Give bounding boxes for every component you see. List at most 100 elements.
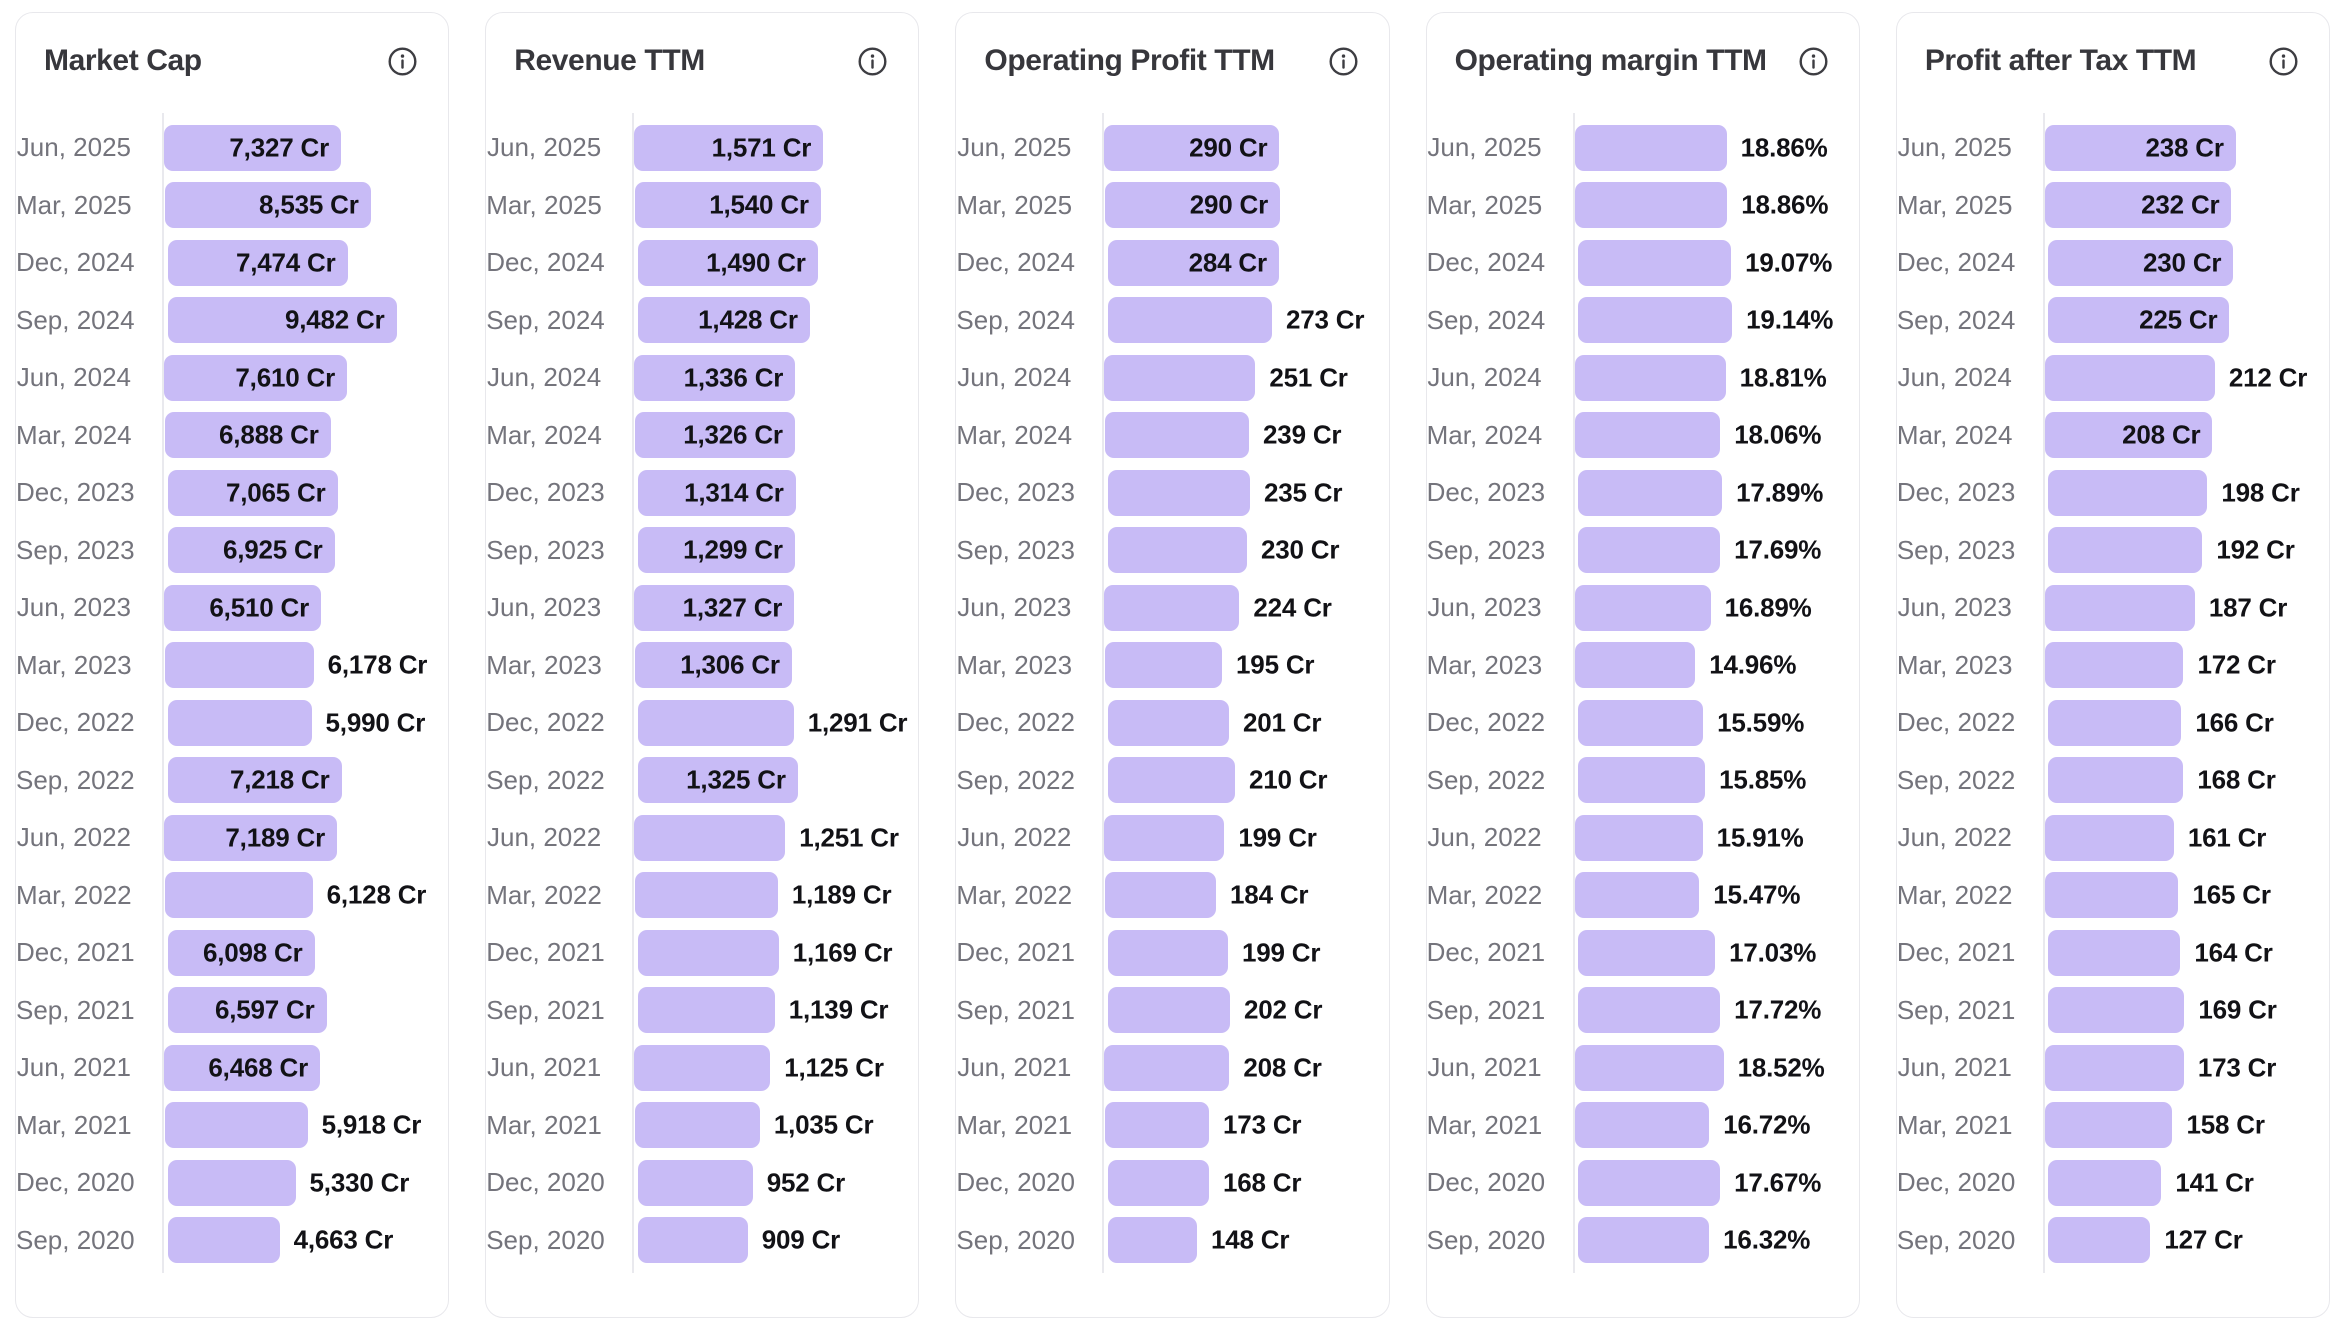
value-bar[interactable] (2048, 987, 2185, 1034)
value-bar[interactable] (164, 412, 331, 459)
value-bar[interactable] (1104, 814, 1225, 861)
value-bar[interactable] (167, 929, 315, 976)
value-bar[interactable] (1107, 527, 1247, 574)
value-bar[interactable] (1575, 182, 1728, 229)
value-bar[interactable] (1107, 469, 1250, 516)
value-bar[interactable] (2044, 124, 2236, 171)
info-icon[interactable] (387, 46, 418, 77)
value-bar[interactable] (1574, 124, 1727, 171)
value-bar[interactable] (1107, 297, 1272, 344)
value-bar[interactable] (2048, 699, 2182, 746)
value-bar[interactable] (637, 1159, 753, 1206)
value-bar[interactable] (2048, 1159, 2162, 1206)
value-bar[interactable] (1578, 239, 1732, 286)
info-icon[interactable] (1798, 46, 1829, 77)
value-bar[interactable] (634, 1102, 760, 1149)
value-bar[interactable] (167, 757, 342, 804)
value-bar[interactable] (637, 699, 794, 746)
value-bar[interactable] (1107, 987, 1230, 1034)
value-bar[interactable] (1107, 929, 1228, 976)
value-bar[interactable] (2048, 527, 2203, 574)
value-bar[interactable] (1575, 412, 1721, 459)
value-bar[interactable] (1107, 757, 1235, 804)
value-bar[interactable] (1107, 1159, 1209, 1206)
value-bar[interactable] (164, 814, 337, 861)
value-bar[interactable] (167, 469, 338, 516)
value-bar[interactable] (167, 1159, 296, 1206)
value-bar[interactable] (634, 814, 786, 861)
value-bar[interactable] (164, 642, 314, 689)
info-icon[interactable] (2268, 46, 2299, 77)
value-bar[interactable] (634, 642, 792, 689)
value-bar[interactable] (167, 1217, 280, 1264)
value-bar[interactable] (2045, 182, 2232, 229)
value-bar[interactable] (164, 584, 321, 631)
value-bar[interactable] (637, 527, 795, 574)
value-bar[interactable] (1574, 354, 1726, 401)
value-bar[interactable] (1575, 872, 1700, 919)
value-bar[interactable] (1107, 699, 1229, 746)
value-bar[interactable] (164, 1044, 320, 1091)
value-bar[interactable] (2045, 872, 2179, 919)
value-bar[interactable] (1578, 757, 1706, 804)
value-bar[interactable] (1105, 872, 1217, 919)
value-bar[interactable] (2044, 814, 2174, 861)
value-bar[interactable] (2048, 239, 2234, 286)
value-bar[interactable] (164, 1102, 308, 1149)
value-bar[interactable] (1575, 642, 1696, 689)
value-bar[interactable] (1107, 239, 1279, 286)
value-bar[interactable] (2048, 297, 2230, 344)
value-bar[interactable] (637, 239, 818, 286)
value-bar[interactable] (1574, 814, 1703, 861)
value-bar[interactable] (1578, 469, 1723, 516)
value-bar[interactable] (2044, 354, 2215, 401)
value-bar[interactable] (634, 354, 796, 401)
value-bar[interactable] (1105, 412, 1250, 459)
value-bar[interactable] (1574, 1044, 1724, 1091)
value-bar[interactable] (1578, 1159, 1721, 1206)
value-bar[interactable] (1104, 354, 1256, 401)
value-bar[interactable] (1578, 699, 1704, 746)
value-bar[interactable] (2048, 757, 2184, 804)
value-bar[interactable] (637, 987, 775, 1034)
value-bar[interactable] (634, 412, 795, 459)
value-bar[interactable] (167, 527, 335, 574)
value-bar[interactable] (634, 1044, 771, 1091)
value-bar[interactable] (634, 124, 824, 171)
value-bar[interactable] (2048, 469, 2208, 516)
value-bar[interactable] (2045, 1102, 2173, 1149)
value-bar[interactable] (2048, 929, 2181, 976)
value-bar[interactable] (634, 872, 778, 919)
value-bar[interactable] (167, 987, 327, 1034)
info-icon[interactable] (1328, 46, 1359, 77)
value-bar[interactable] (2044, 1044, 2184, 1091)
value-bar[interactable] (164, 182, 371, 229)
value-bar[interactable] (2048, 1217, 2151, 1264)
value-bar[interactable] (1578, 929, 1716, 976)
value-bar[interactable] (167, 699, 312, 746)
value-bar[interactable] (1575, 1102, 1710, 1149)
value-bar[interactable] (164, 124, 341, 171)
value-bar[interactable] (1107, 1217, 1197, 1264)
value-bar[interactable] (1104, 1044, 1230, 1091)
value-bar[interactable] (1578, 527, 1721, 574)
value-bar[interactable] (2045, 642, 2184, 689)
value-bar[interactable] (1105, 182, 1281, 229)
value-bar[interactable] (1104, 584, 1240, 631)
value-bar[interactable] (634, 182, 821, 229)
value-bar[interactable] (167, 239, 348, 286)
value-bar[interactable] (637, 929, 779, 976)
value-bar[interactable] (1105, 642, 1223, 689)
value-bar[interactable] (2044, 584, 2195, 631)
value-bar[interactable] (2045, 412, 2213, 459)
value-bar[interactable] (637, 469, 796, 516)
value-bar[interactable] (167, 297, 397, 344)
value-bar[interactable] (1574, 584, 1711, 631)
value-bar[interactable] (1578, 297, 1733, 344)
value-bar[interactable] (637, 757, 798, 804)
value-bar[interactable] (164, 872, 313, 919)
value-bar[interactable] (1578, 987, 1721, 1034)
value-bar[interactable] (634, 584, 795, 631)
value-bar[interactable] (1105, 1102, 1210, 1149)
value-bar[interactable] (1104, 124, 1280, 171)
